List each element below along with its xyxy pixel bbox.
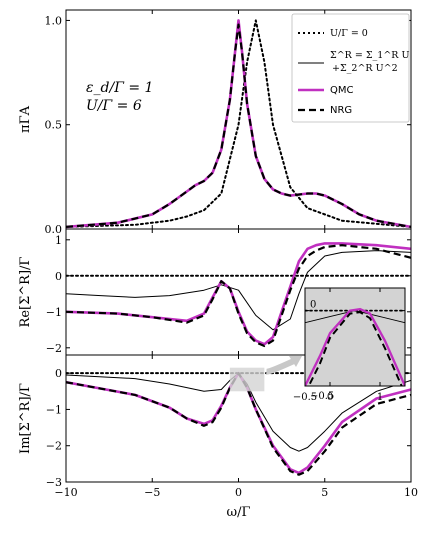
y-tick-label: −0.5	[310, 391, 334, 402]
x-tick-label: −0.5	[293, 392, 317, 403]
series-line-qmc	[66, 242, 411, 346]
series-lines	[66, 242, 411, 348]
y-tick-label: −1	[46, 403, 62, 416]
zoom-region	[229, 367, 265, 392]
y-tick-label: −2	[46, 342, 62, 355]
legend-label: NRG	[330, 105, 352, 116]
y-tick-label: 1.0	[45, 14, 63, 27]
y-tick-label: 0.0	[45, 223, 63, 236]
x-tick-label: 0	[327, 392, 333, 403]
x-tick-label: 10	[404, 486, 418, 499]
series-line-qmc	[305, 307, 405, 386]
series-lines	[305, 307, 405, 386]
series-line-perturbative	[66, 250, 411, 331]
inset-zoom-arrow	[229, 356, 302, 392]
y-tick-label: −3	[46, 476, 62, 489]
y-tick-label: 0.5	[45, 119, 63, 132]
x-axis-label: ω/Γ	[226, 505, 250, 520]
x-tick-label: 0	[235, 486, 242, 499]
series-line-nrg	[66, 372, 411, 476]
x-tick-label: 5	[321, 486, 328, 499]
y-tick-label: 0	[55, 367, 62, 380]
x-tick-label: −10	[54, 486, 77, 499]
panel-inset: −0.50−0.5 0 1	[293, 287, 406, 403]
series-line-nrg	[66, 244, 411, 348]
x-tick-label: 1	[377, 392, 383, 403]
y-axis-label: Im[Σ^R]/Γ	[18, 383, 33, 454]
legend-label: QMC	[330, 85, 353, 96]
legend-box	[291, 13, 410, 123]
legend-label: Σ^R = Σ_1^R U	[330, 50, 409, 61]
y-tick-label: 0	[310, 300, 316, 311]
inset-background	[305, 288, 405, 386]
annotation-line: U/Γ = 6	[86, 98, 142, 114]
series-line-u0	[66, 19, 411, 228]
y-tick-label: 0	[55, 270, 62, 283]
x-tick-label: −5	[144, 486, 160, 499]
annotation-line: ε_d/Γ = 1	[86, 80, 153, 96]
series-lines	[66, 19, 411, 229]
parameter-annotation: ε_d/Γ = 1 U/Γ = 6	[86, 80, 153, 114]
panel-real-self-energy: −2 −1 0 1 Re[Σ^R]/Γ	[18, 228, 412, 356]
y-axis-label: Re[Σ^R]/Γ	[18, 257, 33, 328]
series-line-nrg	[307, 311, 403, 386]
legend: U/Γ = 0 Σ^R = Σ_1^R U +Σ_2^R U^2 QMC NRG	[291, 13, 410, 123]
zoom-arrow-shaft	[266, 357, 298, 375]
y-tick-label: 1	[55, 234, 62, 247]
y-axis-label: πΓA	[18, 105, 33, 133]
zoom-arrow-head	[289, 356, 302, 367]
legend-label-continued: +Σ_2^R U^2	[332, 63, 398, 74]
panel-frame	[304, 287, 406, 387]
panel-spectral-function: 0.0 0.5 1.0 πΓA	[18, 9, 412, 236]
y-tick-label: −1	[46, 306, 62, 319]
y-tick-label: −2	[46, 440, 62, 453]
legend-label: U/Γ = 0	[330, 28, 368, 39]
series-line-perturbative	[66, 372, 411, 452]
series-line-nrg	[66, 23, 411, 228]
